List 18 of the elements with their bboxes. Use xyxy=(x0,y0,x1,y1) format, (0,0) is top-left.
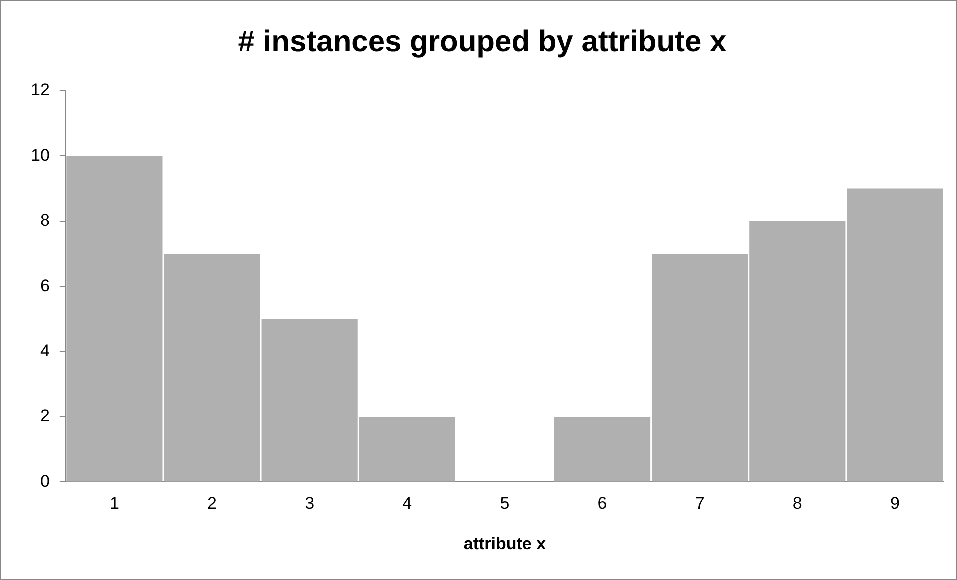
x-axis-title: attribute x xyxy=(464,534,547,554)
y-tick-label: 10 xyxy=(30,146,50,165)
x-tick-label: 7 xyxy=(695,494,705,514)
x-tick-label: 4 xyxy=(402,494,412,514)
y-tick-label: 12 xyxy=(30,80,50,100)
y-tick-label: 6 xyxy=(40,276,50,296)
x-tick-label: 8 xyxy=(792,494,802,514)
x-tick-label: 6 xyxy=(598,494,608,514)
x-tick-label: 9 xyxy=(890,494,900,514)
x-tick-label: 3 xyxy=(305,494,315,514)
chart-title: # instances grouped by attribute x xyxy=(238,25,728,58)
x-tick-label: 1 xyxy=(110,494,120,514)
y-tick-label: 0 xyxy=(40,472,50,491)
y-tick-label: 2 xyxy=(40,406,50,426)
y-tick-label: 4 xyxy=(40,341,50,360)
y-tick-label: 8 xyxy=(40,211,50,230)
x-tick-label: 5 xyxy=(500,494,510,514)
x-tick-label: 2 xyxy=(208,494,217,514)
